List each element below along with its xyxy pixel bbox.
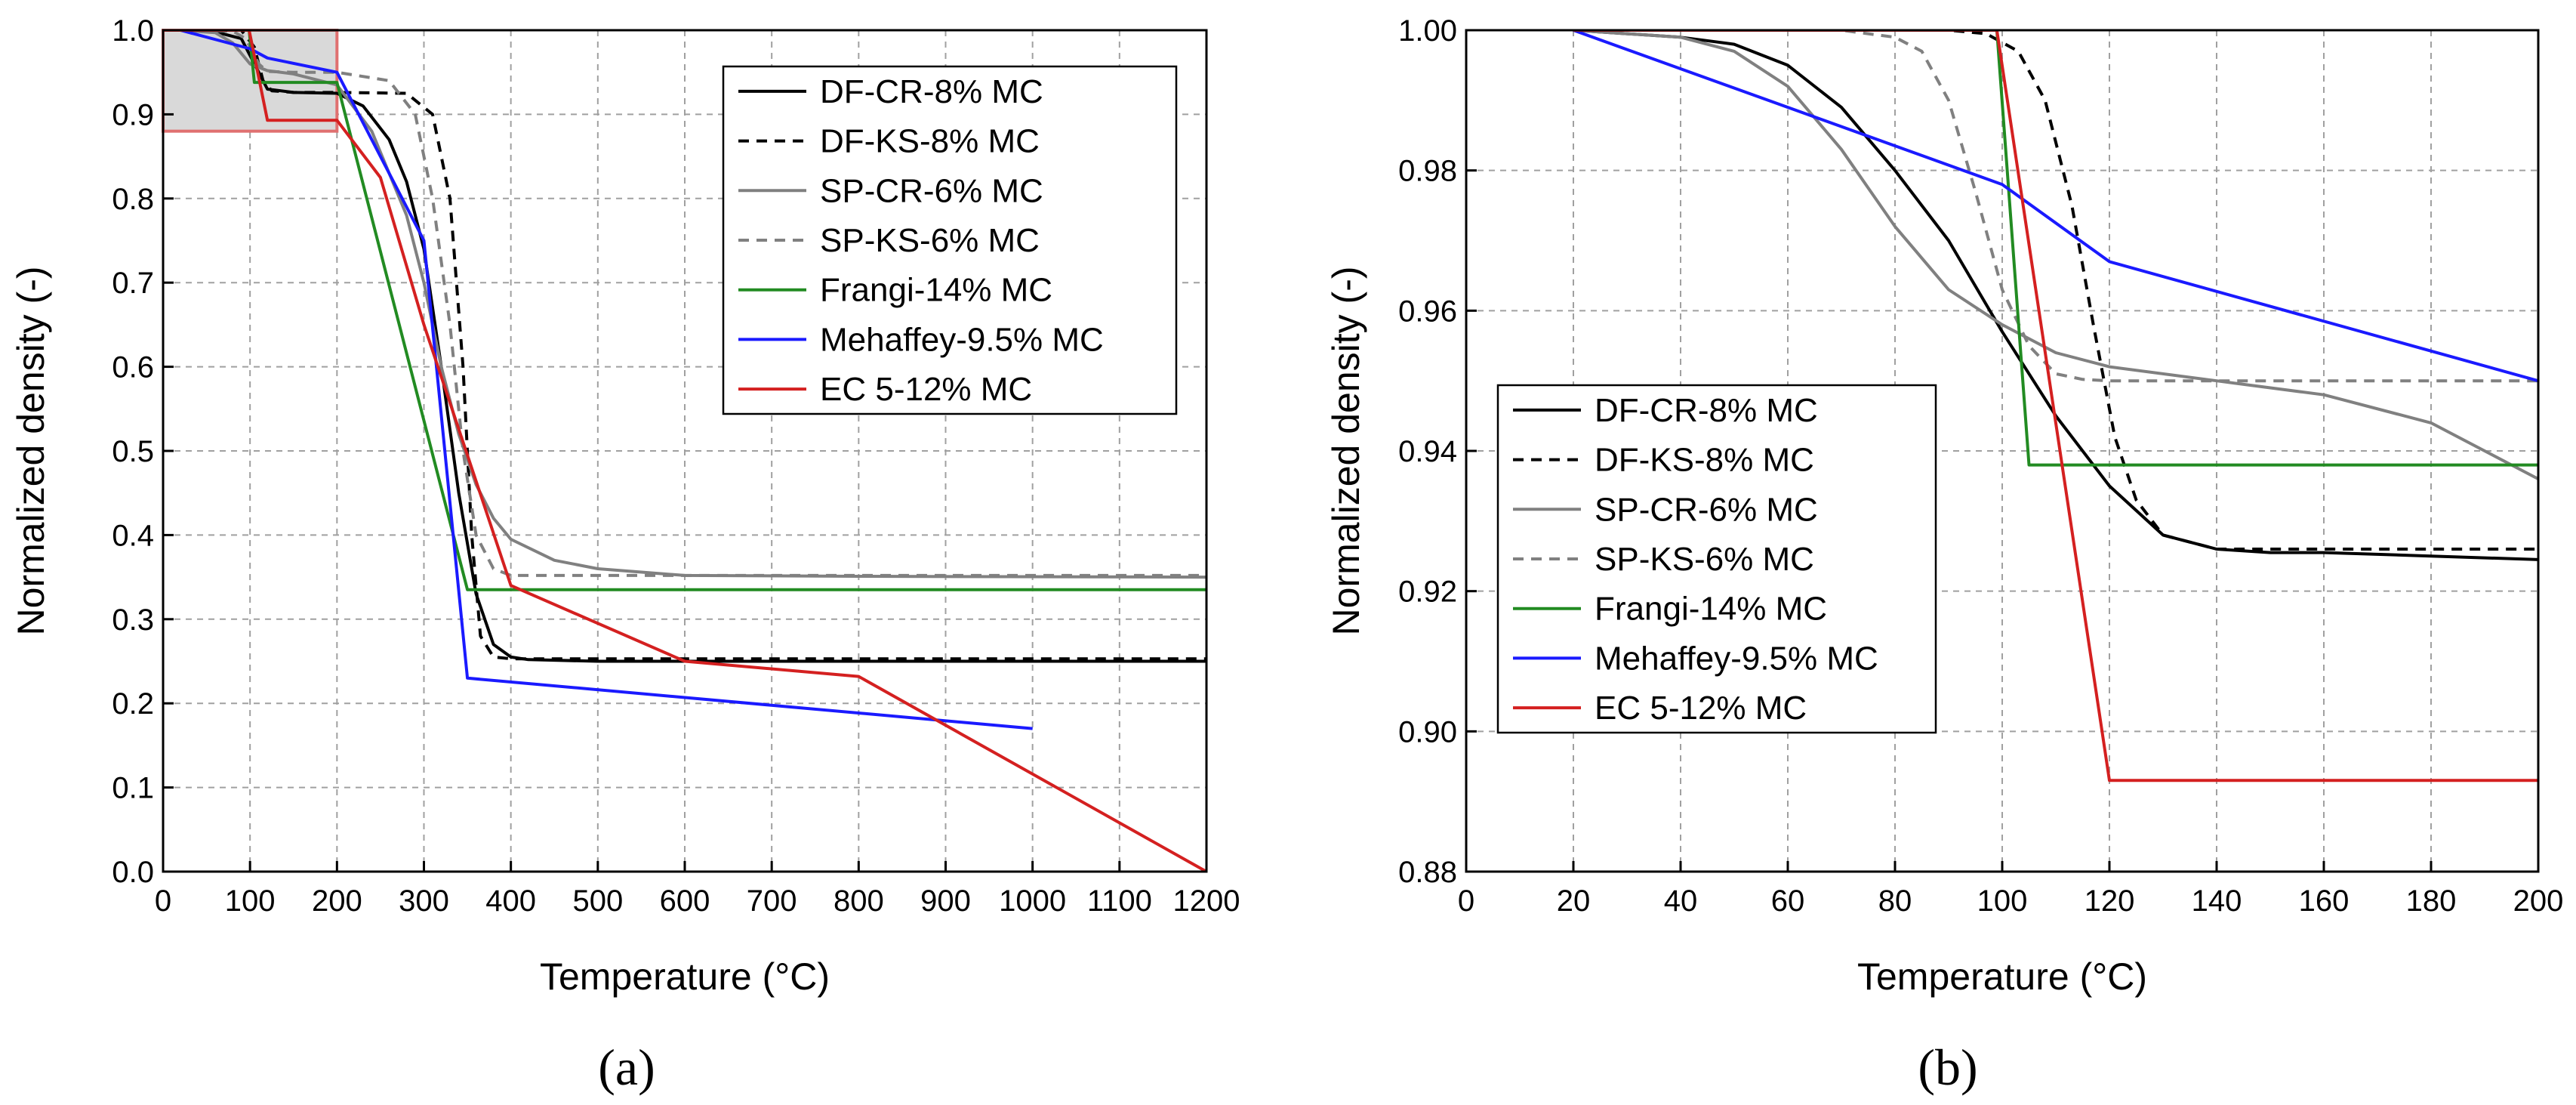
legend-label: Mehaffey-9.5% MC bbox=[820, 321, 1104, 358]
y-tick-label: 0.8 bbox=[112, 183, 154, 216]
y-tick-label: 0.5 bbox=[112, 435, 154, 468]
x-tick-label: 1100 bbox=[1087, 884, 1152, 918]
legend-label: EC 5-12% MC bbox=[820, 371, 1032, 408]
x-tick-label: 800 bbox=[834, 884, 884, 918]
y-tick-label: 0.90 bbox=[1398, 715, 1457, 748]
y-tick-label: 0.4 bbox=[112, 519, 154, 552]
x-tick-label: 80 bbox=[1878, 884, 1912, 918]
y-tick-label: 0.3 bbox=[112, 603, 154, 637]
series-line bbox=[163, 30, 1206, 872]
legend-a: DF-CR-8% MC DF-KS-8% MC SP-CR-6% MC SP-KS-6… bbox=[722, 65, 1178, 415]
legend-label: SP-CR-6% MC bbox=[1595, 491, 1818, 528]
series-line bbox=[1573, 30, 2538, 480]
legend-label: SP-KS-6% MC bbox=[820, 222, 1040, 259]
x-tick-label: 400 bbox=[485, 884, 536, 918]
y-tick-label: 0.88 bbox=[1398, 856, 1457, 889]
y-ticks-b: 0.88 0.90 0.92 0.94 0.96 0.98 1.00 bbox=[1398, 14, 1477, 889]
legend-label: DF-CR-8% MC bbox=[1595, 392, 1818, 429]
x-tick-label: 1200 bbox=[1173, 884, 1240, 918]
y-tick-label: 0.7 bbox=[112, 267, 154, 300]
legend-b: DF-CR-8% MC DF-KS-8% MC SP-CR-6% MC SP-KS-6… bbox=[1496, 384, 1937, 734]
x-tick-label: 200 bbox=[312, 884, 362, 918]
series-line bbox=[1573, 30, 2538, 561]
x-tick-label: 180 bbox=[2406, 884, 2457, 918]
y-tick-label: 0.98 bbox=[1398, 155, 1457, 188]
series-line bbox=[1573, 30, 2538, 782]
series-line bbox=[180, 30, 1033, 730]
x-tick-label: 100 bbox=[1977, 884, 2028, 918]
legend-label: DF-KS-8% MC bbox=[1595, 442, 1814, 479]
series-line bbox=[1573, 30, 2538, 467]
chart-panel-a: 0 100 200 300 400 500 600 700 800 900 1000 1100 1200… bbox=[10, 14, 1240, 1096]
y-tick-label: 0.0 bbox=[112, 856, 154, 889]
x-tick-label: 900 bbox=[920, 884, 971, 918]
x-ticks-a: 0 100 200 300 400 500 600 700 800 900 1000 1100 1200 bbox=[155, 861, 1240, 918]
y-tick-label: 0.9 bbox=[112, 98, 154, 131]
series-line bbox=[1573, 30, 2538, 383]
legend-label: Frangi-14% MC bbox=[1595, 591, 1827, 628]
chart-panel-b: 0 20 40 60 80 100 120 140 160 180 200 0.88 0.90 0.92… bbox=[1325, 14, 2563, 1096]
y-tick-label: 0.96 bbox=[1398, 295, 1457, 328]
panel-label-a: (a) bbox=[598, 1039, 655, 1096]
x-tick-label: 120 bbox=[2085, 884, 2135, 918]
x-axis-label-a: Temperature (°C) bbox=[540, 955, 830, 998]
x-tick-label: 20 bbox=[1557, 884, 1591, 918]
legend-label: EC 5-12% MC bbox=[1595, 690, 1807, 727]
y-tick-label: 1.0 bbox=[112, 14, 154, 48]
x-tick-label: 200 bbox=[2513, 884, 2564, 918]
series-line bbox=[1573, 30, 2538, 551]
x-tick-label: 600 bbox=[660, 884, 710, 918]
x-tick-label: 40 bbox=[1664, 884, 1698, 918]
y-axis-label-a: Normalized density (-) bbox=[10, 266, 52, 635]
legend-label: Frangi-14% MC bbox=[820, 272, 1052, 309]
y-tick-label: 1.00 bbox=[1398, 14, 1457, 48]
x-tick-label: 160 bbox=[2299, 884, 2350, 918]
x-tick-label: 0 bbox=[155, 884, 171, 918]
x-tick-label: 1000 bbox=[999, 884, 1066, 918]
legend-label: Mehaffey-9.5% MC bbox=[1595, 640, 1878, 677]
y-axis-label-b: Normalized density (-) bbox=[1325, 266, 1367, 635]
x-tick-label: 140 bbox=[2192, 884, 2242, 918]
series-group-b bbox=[1573, 30, 2538, 782]
x-tick-label: 300 bbox=[399, 884, 449, 918]
x-tick-label: 0 bbox=[1458, 884, 1474, 918]
y-tick-label: 0.2 bbox=[112, 687, 154, 721]
series-line bbox=[1573, 30, 2538, 383]
x-axis-label-b: Temperature (°C) bbox=[1857, 955, 2147, 998]
legend-label: SP-CR-6% MC bbox=[820, 172, 1043, 209]
panel-label-b: (b) bbox=[1918, 1039, 1977, 1096]
legend-label: SP-KS-6% MC bbox=[1595, 541, 1814, 578]
legend-label: DF-CR-8% MC bbox=[820, 73, 1043, 110]
series-group-a bbox=[163, 30, 1206, 872]
y-tick-label: 0.92 bbox=[1398, 576, 1457, 609]
x-tick-label: 700 bbox=[747, 884, 797, 918]
y-tick-label: 0.1 bbox=[112, 772, 154, 805]
x-tick-label: 500 bbox=[572, 884, 623, 918]
y-tick-label: 0.6 bbox=[112, 351, 154, 384]
legend-label: DF-KS-8% MC bbox=[820, 123, 1040, 160]
x-ticks-b: 0 20 40 60 80 100 120 140 160 180 200 bbox=[1458, 861, 2564, 918]
x-tick-label: 60 bbox=[1771, 884, 1805, 918]
series-line bbox=[163, 30, 1206, 591]
y-ticks-a: 0.0 0.1 0.2 0.3 0.4 0.5 0.6 0.7 0.8 0.9 1.0 bbox=[112, 14, 174, 889]
y-tick-label: 0.94 bbox=[1398, 435, 1457, 468]
x-tick-label: 100 bbox=[225, 884, 276, 918]
